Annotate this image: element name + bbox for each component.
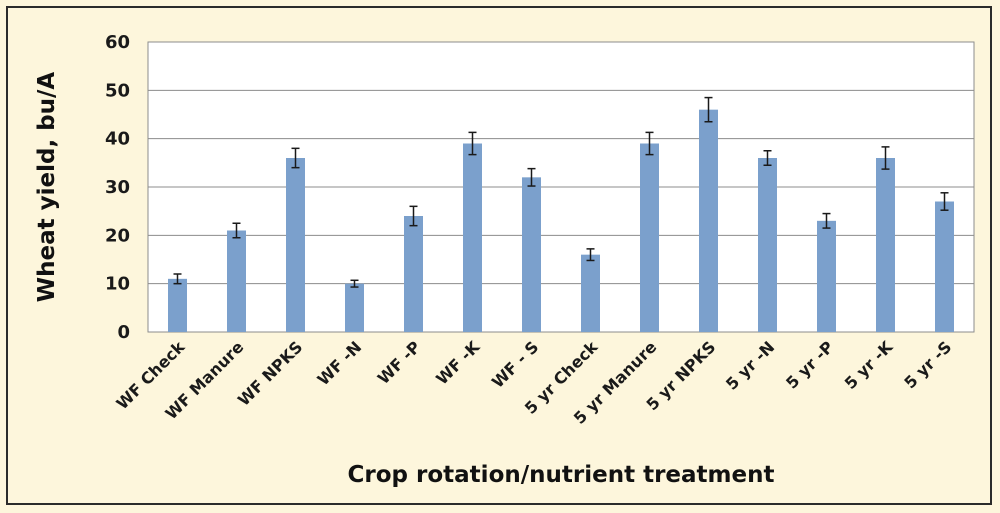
- x-tick-label: WF -N: [314, 337, 366, 389]
- error-bar: [763, 150, 772, 166]
- x-tick-label: WF -K: [432, 337, 483, 388]
- x-tick-label: WF -P: [374, 337, 425, 388]
- error-bar: [409, 205, 418, 227]
- error-bar: [940, 192, 949, 211]
- chart-frame: 0 10 20 30 40 50 60 WF Check WF Manure WF NPKS WF…: [6, 6, 992, 505]
- error-bar: [586, 248, 595, 262]
- bar: [581, 254, 600, 332]
- y-tick-label: 50: [105, 80, 130, 101]
- y-tick-label: 0: [117, 322, 130, 343]
- bar: [227, 230, 246, 332]
- bar: [286, 158, 305, 332]
- error-bars: [173, 96, 949, 288]
- error-bar: [232, 222, 241, 239]
- bar: [345, 283, 364, 332]
- bar: [463, 143, 482, 332]
- error-bar: [527, 167, 536, 187]
- x-tick-label: 5 yr -S: [900, 337, 955, 392]
- bar: [404, 216, 423, 332]
- x-tick-label: 5 yr -N: [722, 337, 778, 393]
- bar: [522, 177, 541, 332]
- y-tick-label: 40: [105, 129, 130, 150]
- y-tick-label: 30: [105, 177, 130, 198]
- bar: [758, 158, 777, 332]
- error-bar: [291, 147, 300, 169]
- y-axis-ticks: 0 10 20 30 40 50 60: [105, 32, 130, 343]
- error-bar: [704, 96, 713, 123]
- bar: [168, 278, 187, 332]
- x-tick-label: 5 yr -K: [841, 337, 897, 393]
- bar: [935, 201, 954, 332]
- y-tick-label: 60: [105, 32, 130, 53]
- gridlines: [148, 41, 974, 285]
- error-bar: [881, 146, 890, 170]
- bar: [640, 143, 659, 332]
- x-tick-label: 5 yr -P: [782, 337, 837, 392]
- bar: [817, 220, 836, 332]
- y-tick-label: 10: [105, 274, 130, 295]
- y-tick-label: 20: [105, 225, 130, 246]
- x-tick-label: WF NPKS: [234, 337, 306, 409]
- x-tick-label: WF - S: [488, 337, 542, 391]
- bars: [168, 109, 954, 333]
- bar: [876, 158, 895, 332]
- error-bar: [173, 273, 182, 285]
- error-bar: [645, 131, 654, 156]
- error-bar: [822, 212, 831, 229]
- y-axis-title: Wheat yield, bu/A: [34, 72, 60, 303]
- error-bar: [468, 131, 477, 156]
- bar: [699, 109, 718, 333]
- x-axis-title: Crop rotation/nutrient treatment: [348, 462, 775, 488]
- error-bar: [350, 279, 359, 288]
